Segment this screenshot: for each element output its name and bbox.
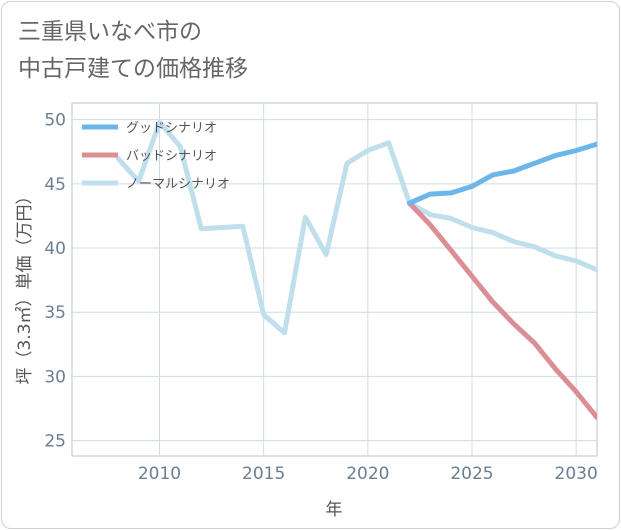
y-tick-label: 45 bbox=[44, 175, 66, 195]
x-tick-label: 2025 bbox=[450, 464, 493, 484]
legend-label-1: バッドシナリオ bbox=[126, 149, 217, 164]
y-axis-title: 坪（3.3㎡）単価（万円） bbox=[15, 187, 35, 384]
legend-label-2: ノーマルシナリオ bbox=[126, 177, 230, 192]
x-axis-title: 年 bbox=[326, 500, 343, 520]
series-line-1 bbox=[407, 200, 597, 420]
x-tick-label: 2030 bbox=[555, 464, 598, 484]
y-tick-label: 35 bbox=[44, 303, 66, 323]
series-line-2 bbox=[115, 119, 597, 336]
legend-label-0: グッドシナリオ bbox=[126, 121, 217, 136]
chart-title-line-2: 中古戸建ての価格推移 bbox=[18, 56, 248, 82]
y-tick-label: 25 bbox=[44, 432, 66, 452]
y-tick-label: 40 bbox=[44, 239, 66, 259]
chart-title: 三重県いなべ市の 中古戸建ての価格推移 bbox=[18, 14, 248, 88]
y-tick-label: 50 bbox=[44, 111, 66, 131]
series-line-0 bbox=[407, 141, 597, 206]
x-tick-label: 2010 bbox=[138, 464, 181, 484]
series-lines bbox=[115, 119, 597, 420]
x-tick-label: 2015 bbox=[242, 464, 285, 484]
tick-labels: 2010 2015 2020 2025 2030 25 30 35 40 45 50 bbox=[44, 111, 597, 484]
y-tick-label: 30 bbox=[44, 367, 66, 387]
chart-title-line-1: 三重県いなべ市の bbox=[18, 19, 202, 45]
x-tick-label: 2020 bbox=[346, 464, 389, 484]
